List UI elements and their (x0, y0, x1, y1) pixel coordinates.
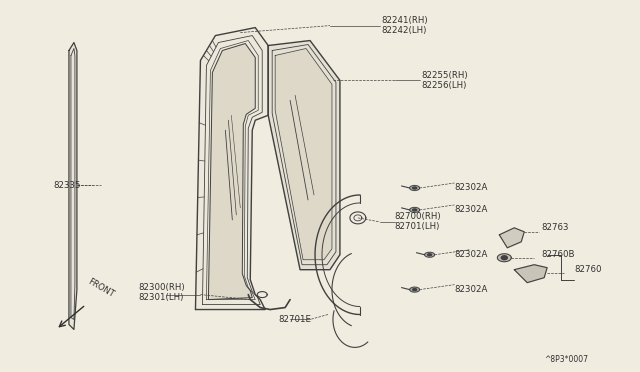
Polygon shape (424, 252, 435, 257)
Text: FRONT: FRONT (86, 278, 115, 299)
Text: 82760B: 82760B (541, 250, 575, 259)
Polygon shape (515, 265, 547, 283)
Polygon shape (499, 228, 524, 248)
Polygon shape (497, 254, 511, 262)
Text: 82242(LH): 82242(LH) (382, 26, 427, 35)
Text: 82256(LH): 82256(LH) (422, 81, 467, 90)
Polygon shape (501, 256, 508, 260)
Text: 82301(LH): 82301(LH) (139, 293, 184, 302)
Polygon shape (69, 42, 77, 330)
Text: 82302A: 82302A (454, 250, 488, 259)
Text: 82700(RH): 82700(RH) (395, 212, 442, 221)
Polygon shape (410, 208, 420, 212)
Text: 82335: 82335 (53, 180, 81, 189)
Polygon shape (410, 287, 420, 292)
Text: 82763: 82763 (541, 223, 569, 232)
Polygon shape (209, 44, 255, 299)
Text: 82241(RH): 82241(RH) (382, 16, 428, 25)
Text: 82701E: 82701E (278, 315, 311, 324)
Text: 82302A: 82302A (454, 183, 488, 192)
Text: 82300(RH): 82300(RH) (139, 283, 186, 292)
Text: 82760: 82760 (574, 265, 602, 274)
Polygon shape (410, 186, 420, 190)
Text: 82302A: 82302A (454, 205, 488, 214)
Text: 82255(RH): 82255(RH) (422, 71, 468, 80)
Polygon shape (268, 41, 340, 270)
Text: ^8P3*0007: ^8P3*0007 (544, 355, 588, 364)
Polygon shape (275, 48, 332, 260)
Polygon shape (413, 289, 417, 291)
Polygon shape (428, 254, 431, 256)
Text: 82302A: 82302A (454, 285, 488, 294)
Text: 82701(LH): 82701(LH) (395, 222, 440, 231)
Polygon shape (413, 187, 417, 189)
Polygon shape (413, 209, 417, 211)
Polygon shape (195, 28, 268, 310)
